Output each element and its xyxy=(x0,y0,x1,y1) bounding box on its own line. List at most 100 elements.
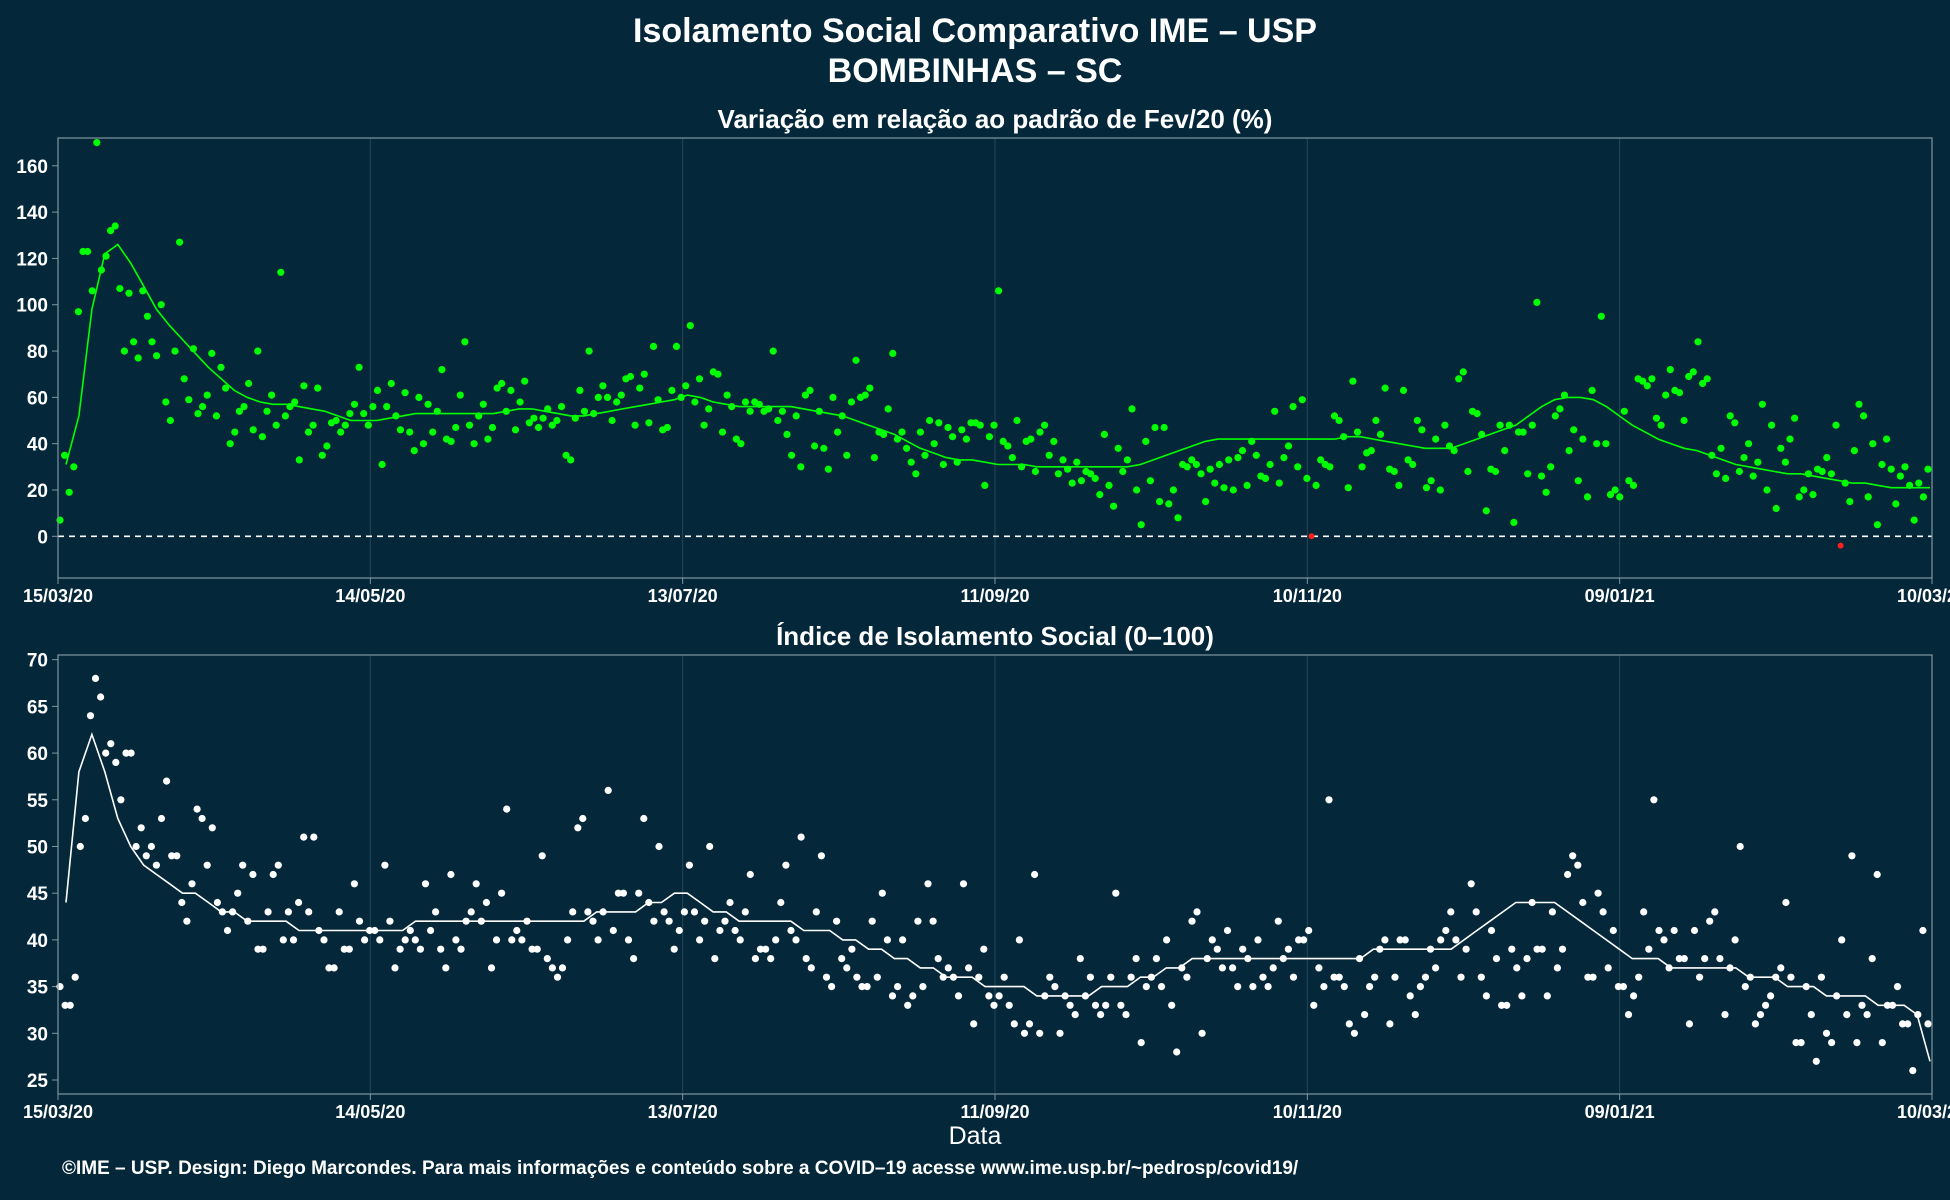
variation-data-point xyxy=(231,428,239,436)
variation-data-point xyxy=(1754,458,1762,466)
variation-data-point xyxy=(304,428,313,436)
variation-data-point xyxy=(1823,454,1831,462)
index-data-point xyxy=(137,824,145,832)
index-data-point xyxy=(1543,992,1551,1000)
index-data-point xyxy=(1797,1039,1805,1047)
variation-data-point xyxy=(1699,379,1707,388)
index-data-point xyxy=(1218,964,1226,972)
variation-data-point xyxy=(281,412,289,420)
index-plot-frame xyxy=(57,654,1933,1095)
variation-x-tick-label: 10/11/20 xyxy=(1273,586,1342,606)
index-data-point xyxy=(873,973,881,981)
variation-y-tick-label: 160 xyxy=(16,157,48,178)
variation-data-point xyxy=(378,460,386,469)
variation-data-point xyxy=(1703,375,1711,383)
index-data-point xyxy=(1223,926,1232,935)
index-data-point xyxy=(391,964,399,972)
variation-data-point xyxy=(866,384,874,392)
variation-data-point xyxy=(1579,435,1587,443)
index-data-point xyxy=(1457,973,1465,981)
index-data-point xyxy=(1076,955,1084,963)
variation-data-point xyxy=(705,405,713,413)
variation-data-point xyxy=(1731,419,1739,427)
index-data-point xyxy=(1300,936,1308,944)
variation-data-point xyxy=(1238,447,1247,455)
variation-data-point xyxy=(88,287,96,295)
variation-data-point xyxy=(1271,407,1279,415)
index-data-point xyxy=(822,973,831,981)
variation-data-point xyxy=(534,423,543,432)
variation-data-point xyxy=(1588,386,1596,394)
variation-data-point xyxy=(1685,372,1693,381)
index-data-point xyxy=(117,796,125,804)
index-data-point xyxy=(1858,1001,1866,1009)
variation-data-point xyxy=(1887,465,1895,473)
variation-data-point xyxy=(323,442,331,450)
index-data-point xyxy=(1178,964,1186,972)
variation-data-point xyxy=(258,433,266,441)
index-data-point xyxy=(1284,945,1292,953)
variation-data-point xyxy=(424,400,432,408)
variation-data-point xyxy=(484,435,492,443)
index-data-point xyxy=(1320,983,1328,991)
index-data-point xyxy=(1107,973,1115,981)
index-data-point xyxy=(878,889,886,897)
variation-data-point xyxy=(1252,451,1260,459)
index-data-point xyxy=(1655,926,1663,935)
variation-data-point xyxy=(1777,444,1785,452)
variation-data-point xyxy=(1648,375,1656,383)
variation-data-point xyxy=(1583,493,1592,501)
variation-data-point xyxy=(1629,481,1638,489)
index-data-point xyxy=(1031,870,1039,879)
index-data-point xyxy=(284,908,292,916)
variation-data-point xyxy=(1376,430,1385,438)
index-data-point xyxy=(1188,917,1196,925)
variation-data-point xyxy=(981,481,989,489)
index-data-point xyxy=(1675,955,1683,963)
variation-data-point xyxy=(930,440,938,448)
variation-data-point xyxy=(1496,421,1504,429)
index-data-point xyxy=(1386,1020,1394,1028)
variation-data-point xyxy=(1680,416,1688,425)
index-data-point xyxy=(132,842,140,851)
variation-data-point xyxy=(1910,516,1918,524)
variation-data-point xyxy=(1156,498,1164,506)
variation-data-point xyxy=(985,433,994,441)
variation-data-point xyxy=(1528,421,1536,429)
variation-data-point xyxy=(718,428,727,436)
index-data-point xyxy=(330,964,338,972)
index-data-point xyxy=(954,992,963,1000)
index-data-point xyxy=(1213,945,1221,953)
index-data-point xyxy=(503,805,511,813)
variation-y-tick-label: 100 xyxy=(16,296,48,317)
index-data-point xyxy=(147,842,155,851)
variation-data-point xyxy=(1712,470,1720,478)
variation-data-point xyxy=(1860,412,1868,420)
index-data-point xyxy=(1731,936,1739,944)
index-data-point xyxy=(1822,1029,1831,1037)
index-data-point xyxy=(975,973,983,981)
index-data-point xyxy=(1142,983,1150,991)
variation-data-point xyxy=(1275,479,1283,487)
variation-data-point xyxy=(1091,474,1099,482)
variation-data-point xyxy=(277,268,285,276)
variation-data-point xyxy=(1059,456,1067,464)
variation-data-point xyxy=(1096,491,1104,499)
variation-data-point xyxy=(516,398,524,406)
index-data-point xyxy=(1229,964,1237,972)
variation-data-point xyxy=(1597,312,1605,320)
index-data-point xyxy=(1599,908,1607,916)
index-data-point xyxy=(655,842,663,851)
index-data-point xyxy=(1584,973,1592,981)
variation-data-point xyxy=(1137,521,1145,529)
index-data-point xyxy=(239,861,247,869)
variation-data-point xyxy=(1450,447,1458,455)
index-data-point xyxy=(1350,1029,1358,1037)
variation-data-point xyxy=(1565,447,1573,455)
index-data-point xyxy=(1624,1011,1633,1019)
index-data-point xyxy=(624,936,633,944)
variation-data-point xyxy=(1330,412,1339,420)
variation-data-point xyxy=(1229,486,1237,494)
variation-data-point xyxy=(1197,470,1205,478)
